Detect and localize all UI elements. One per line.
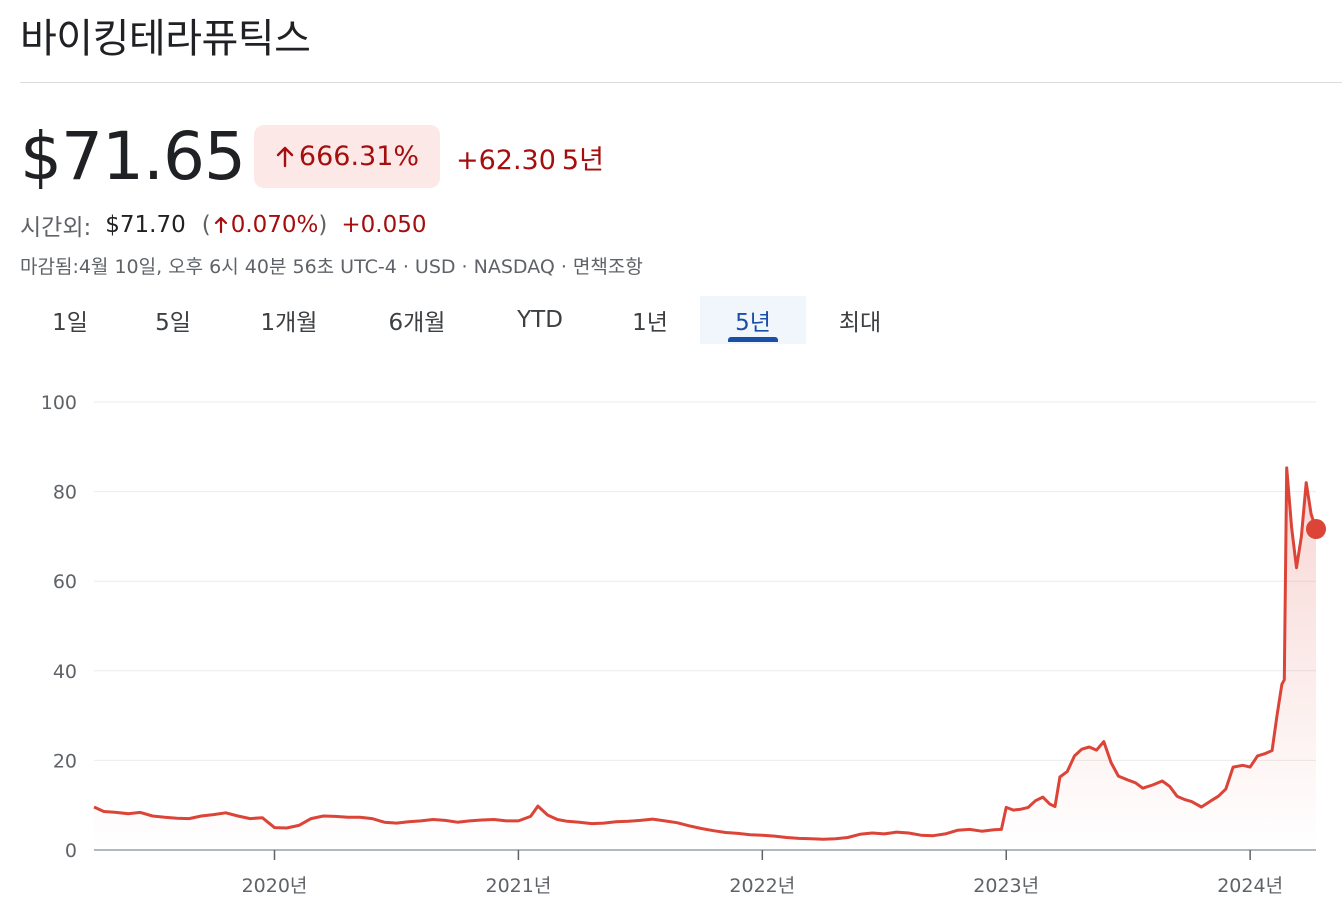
tab-ytd[interactable]: YTD [482, 296, 598, 344]
tab-label: 최대 [838, 310, 882, 336]
tab-1d[interactable]: 1일 [20, 296, 120, 344]
after-hours-percent: 0.070% [230, 212, 319, 238]
price-area-fill [94, 467, 1316, 850]
tab-label: YTD [517, 307, 563, 333]
after-hours-delta: +0.050 [341, 212, 427, 238]
y-tick-label: 60 [53, 571, 77, 593]
y-axis-labels: 0 20 40 60 80 100 [41, 392, 77, 862]
tab-label: 1개월 [260, 310, 318, 336]
x-tick-label: 2024년 [1217, 875, 1283, 897]
current-price: $71.65 [20, 118, 246, 195]
y-tick-label: 80 [53, 482, 77, 504]
change-amount: +62.30 [456, 145, 556, 176]
arrow-up-icon [214, 216, 227, 234]
y-tick-label: 0 [65, 840, 77, 862]
tab-label: 5년 [735, 310, 771, 336]
price-chart[interactable]: 0 20 40 60 80 100 2020년 2021년 2022년 2023년 2024년 [0, 380, 1342, 910]
last-price-marker [1306, 519, 1326, 540]
tab-label: 6개월 [388, 310, 446, 336]
tab-1m[interactable]: 1개월 [226, 296, 352, 344]
tab-label: 5일 [155, 310, 191, 336]
y-tick-label: 100 [41, 392, 77, 414]
tab-label: 1일 [52, 310, 88, 336]
change-percent-badge: 666.31% [254, 125, 440, 188]
after-hours-row: 시간외: $71.70 (0.070%) +0.050 [20, 208, 427, 242]
tab-max[interactable]: 최대 [806, 296, 914, 344]
y-tick-label: 40 [53, 661, 77, 683]
paren-open: ( [201, 212, 211, 238]
tab-6m[interactable]: 6개월 [352, 296, 482, 344]
x-axis: 2020년 2021년 2022년 2023년 2024년 [242, 850, 1283, 897]
tab-1y[interactable]: 1년 [598, 296, 702, 344]
header-divider [20, 82, 1342, 83]
x-tick-label: 2023년 [973, 875, 1039, 897]
after-hours-price: $71.70 [105, 212, 186, 238]
after-hours-change: (0.070%) [202, 212, 328, 238]
tab-5d[interactable]: 5일 [120, 296, 226, 344]
x-tick-label: 2020년 [242, 875, 308, 897]
tab-label: 1년 [632, 310, 668, 336]
page-title: 바이킹테라퓨틱스 [20, 16, 311, 62]
change-amount-row: +62.30 5년 [456, 138, 610, 177]
price-line [93, 466, 1318, 841]
change-percent: 666.31% [298, 141, 420, 172]
tab-5y[interactable]: 5년 [700, 296, 806, 344]
y-tick-label: 20 [53, 750, 77, 772]
change-period: 5년 [561, 145, 604, 176]
arrow-up-icon [276, 146, 294, 167]
after-hours-label: 시간외: [20, 215, 92, 241]
x-tick-label: 2021년 [485, 875, 551, 897]
x-tick-label: 2022년 [729, 875, 795, 897]
market-meta: 마감됨:4월 10일, 오후 6시 40분 56초 UTC-4 · USD · … [20, 256, 643, 278]
paren-close: ) [318, 212, 328, 238]
